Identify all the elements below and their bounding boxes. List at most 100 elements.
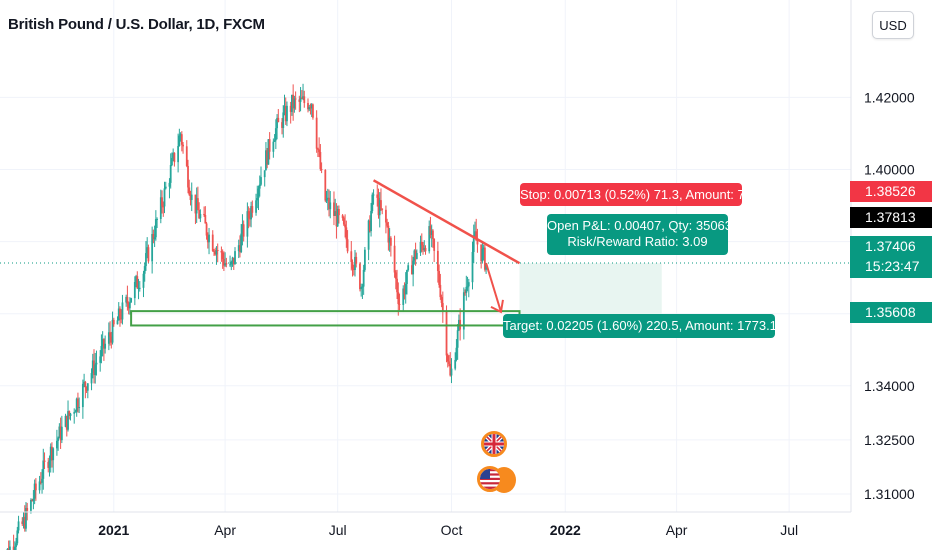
candle-body xyxy=(151,234,154,262)
pnl-line: Open P&L: 0.00407, Qty: 35063 xyxy=(547,218,733,233)
candle-body xyxy=(326,197,329,200)
candle-body xyxy=(242,224,245,237)
candle-body xyxy=(203,213,205,216)
candle-body xyxy=(116,320,119,325)
candle-body xyxy=(439,284,442,298)
candle-body xyxy=(211,234,214,251)
candle-body xyxy=(107,332,110,344)
target-zone xyxy=(519,263,662,320)
zone-layer xyxy=(0,262,851,320)
candle-body xyxy=(121,302,124,320)
candle-body xyxy=(127,303,130,309)
candle-body xyxy=(359,263,361,290)
candle-body xyxy=(286,105,288,122)
us-flag-icon[interactable] xyxy=(477,466,503,492)
candle-body xyxy=(95,362,98,365)
candle-body xyxy=(430,230,433,235)
candle-body xyxy=(394,272,397,279)
candle-body xyxy=(315,117,318,149)
candle-body xyxy=(136,276,139,289)
candle-body xyxy=(465,286,468,293)
candle-body xyxy=(324,169,327,201)
candle-body xyxy=(161,197,163,207)
stop-label[interactable]: Stop: 0.00713 (0.52%) 71.3, Amount: 750 xyxy=(520,183,759,206)
candle-body xyxy=(342,218,345,225)
candle-body xyxy=(268,139,271,152)
candle-body xyxy=(16,530,19,544)
candle-body xyxy=(294,98,297,100)
uk-flag-icon[interactable] xyxy=(481,431,507,457)
candle-body xyxy=(169,165,172,183)
candle-body xyxy=(397,292,400,304)
candle-body xyxy=(355,256,358,264)
candle-body xyxy=(55,440,58,449)
candle-body xyxy=(415,252,418,259)
candle-body xyxy=(163,188,166,207)
candle-body xyxy=(205,223,208,236)
candle-body xyxy=(454,359,457,369)
candle-body xyxy=(222,259,225,266)
candle-body xyxy=(159,197,162,219)
currency-button[interactable]: USD xyxy=(872,11,914,39)
candle-body xyxy=(292,94,295,109)
candle-body xyxy=(156,218,158,220)
candle-body xyxy=(185,146,188,166)
candle-body xyxy=(410,265,413,275)
candle-body xyxy=(17,521,20,531)
candle-body xyxy=(68,411,71,416)
candle-body xyxy=(57,438,60,441)
candle-body xyxy=(329,202,332,210)
candle-body xyxy=(350,251,353,263)
candle-body xyxy=(378,200,381,216)
candle-body xyxy=(58,426,61,439)
candle-body xyxy=(204,215,207,224)
candle-body xyxy=(336,208,339,227)
candle-body xyxy=(398,303,401,305)
candle-body xyxy=(445,310,448,356)
candle-body xyxy=(74,411,77,413)
candle-body xyxy=(325,199,328,201)
x-tick-label: Oct xyxy=(441,522,463,538)
candle-body xyxy=(168,182,171,187)
candle-body xyxy=(41,478,43,483)
candle-body xyxy=(221,252,224,260)
candle-body xyxy=(22,516,25,525)
candle-body xyxy=(260,177,262,185)
candle-body xyxy=(67,411,69,430)
candle-body xyxy=(194,194,197,214)
candle-body xyxy=(263,170,266,178)
candle-body xyxy=(284,105,287,122)
candle-body xyxy=(282,112,285,128)
candle-body xyxy=(388,237,391,243)
candle-body xyxy=(255,200,257,213)
candle-body xyxy=(216,250,219,252)
candle-body xyxy=(240,233,243,253)
axis-layer: 2021 Apr Jul Oct 2022 Apr Jul 1.42000 1.40000 1.3… xyxy=(0,0,915,538)
candle-body xyxy=(214,251,217,255)
candle-body xyxy=(198,210,201,219)
candle-body xyxy=(195,198,198,214)
candle-body xyxy=(257,188,260,199)
candle-body xyxy=(26,507,29,511)
pnl-label[interactable]: Open P&L: 0.00407, Qty: 35063 Risk/Rewar… xyxy=(547,214,733,255)
candle-body xyxy=(428,226,431,252)
candle-body xyxy=(273,140,276,142)
candle-body xyxy=(84,381,87,388)
candle-body xyxy=(335,211,338,227)
candle-body xyxy=(142,273,145,288)
candle-body xyxy=(441,302,444,311)
x-tick-label: 2021 xyxy=(98,522,129,538)
candle-body xyxy=(436,250,439,272)
candle-body xyxy=(389,237,392,246)
candle-body xyxy=(229,264,231,266)
x-tick-label: Jul xyxy=(329,522,347,538)
y-tick-label: 1.32500 xyxy=(864,432,915,448)
target-label[interactable]: Target: 0.02205 (1.60%) 220.5, Amount: 1… xyxy=(503,314,784,338)
candle-body xyxy=(25,507,27,529)
candle-body xyxy=(476,240,479,245)
candle-body xyxy=(138,287,141,289)
candle-body xyxy=(328,197,330,210)
candle-body xyxy=(372,194,375,196)
